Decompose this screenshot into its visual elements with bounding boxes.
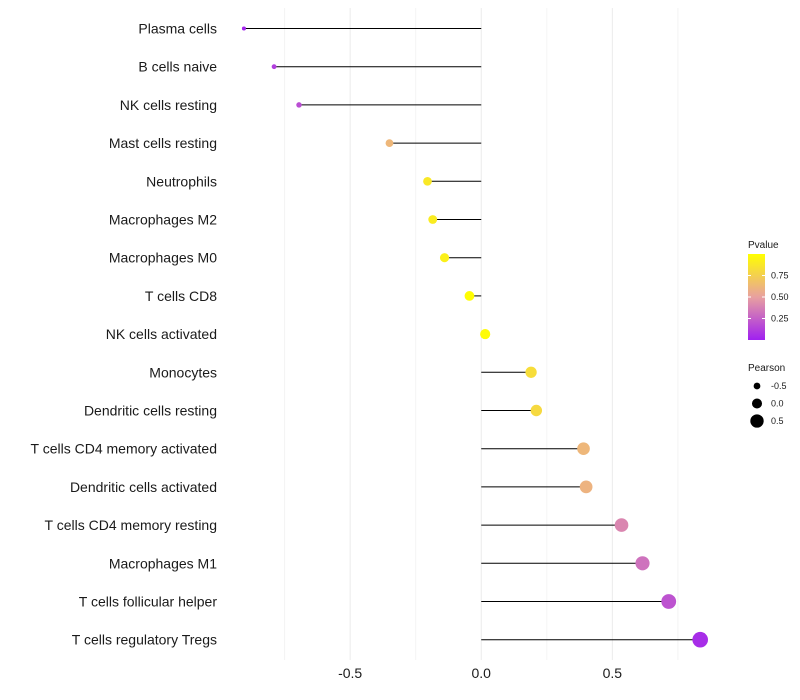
dot-11 (577, 442, 590, 456)
dot-0 (241, 26, 246, 31)
category-label-2: NK cells resting (120, 97, 217, 113)
pearson-size-dot-0 (753, 382, 761, 390)
category-label-7: T cells CD8 (145, 288, 217, 304)
dot-5 (428, 215, 438, 224)
category-label-16: T cells regulatory Tregs (72, 632, 217, 648)
category-label-0: Plasma cells (138, 21, 217, 37)
dot-13 (614, 518, 629, 532)
grid-lines (284, 8, 679, 660)
category-label-4: Neutrophils (146, 173, 217, 189)
category-label-10: Dendritic cells resting (84, 403, 217, 419)
dot-9 (525, 366, 537, 378)
category-label-8: NK cells activated (106, 326, 217, 342)
pearson-legend-title: Pearson (748, 363, 785, 374)
category-label-6: Macrophages M0 (109, 250, 217, 266)
category-label-12: Dendritic cells activated (70, 479, 217, 495)
x-axis-ticks: -0.5 0.0 0.5 (338, 665, 622, 681)
pearson-size-dot-1 (751, 398, 763, 409)
pvalue-legend-title: Pvalue (748, 240, 779, 251)
category-label-14: Macrophages M1 (109, 555, 217, 571)
pearson-legend: Pearson -0.5 0.0 0.5 (748, 363, 787, 428)
pvalue-legend: Pvalue 0.75 0.50 0.25 (748, 240, 789, 340)
dot-6 (439, 253, 450, 263)
pearson-size-label-0: -0.5 (771, 381, 787, 391)
category-label-9: Monocytes (149, 364, 217, 380)
x-tick-label-1: 0.0 (472, 665, 492, 681)
dot-1 (271, 64, 277, 70)
category-label-11: T cells CD4 memory activated (31, 441, 217, 457)
category-label-13: T cells CD4 memory resting (45, 517, 217, 533)
pvalue-tick-label-2: 0.25 (771, 314, 789, 324)
dot-3 (385, 139, 394, 147)
pearson-size-label-1: 0.0 (771, 399, 784, 409)
pvalue-tick-label-1: 0.50 (771, 292, 789, 302)
category-label-15: T cells follicular helper (79, 594, 218, 610)
lollipop-dots (241, 26, 708, 648)
dot-14 (635, 556, 650, 571)
category-label-5: Macrophages M2 (109, 212, 217, 228)
dot-12 (579, 480, 593, 494)
category-label-1: B cells naive (138, 59, 217, 75)
pvalue-tick-label-0: 0.75 (771, 271, 789, 281)
category-labels: Plasma cells B cells naive NK cells restin… (31, 21, 218, 648)
dot-16 (692, 631, 708, 648)
dot-4 (423, 176, 432, 186)
dot-10 (530, 404, 543, 417)
lollipop-stems (243, 28, 701, 641)
x-tick-label-2: 0.5 (603, 665, 623, 681)
x-tick-label-0: -0.5 (338, 665, 362, 681)
category-label-3: Mast cells resting (109, 135, 217, 151)
dot-15 (661, 594, 677, 609)
pvalue-colorbar (748, 254, 765, 340)
pearson-size-label-2: 0.5 (771, 416, 784, 426)
pearson-size-dot-2 (750, 414, 764, 428)
dot-7 (464, 291, 475, 301)
dot-2 (296, 102, 302, 108)
dot-8 (480, 329, 491, 340)
